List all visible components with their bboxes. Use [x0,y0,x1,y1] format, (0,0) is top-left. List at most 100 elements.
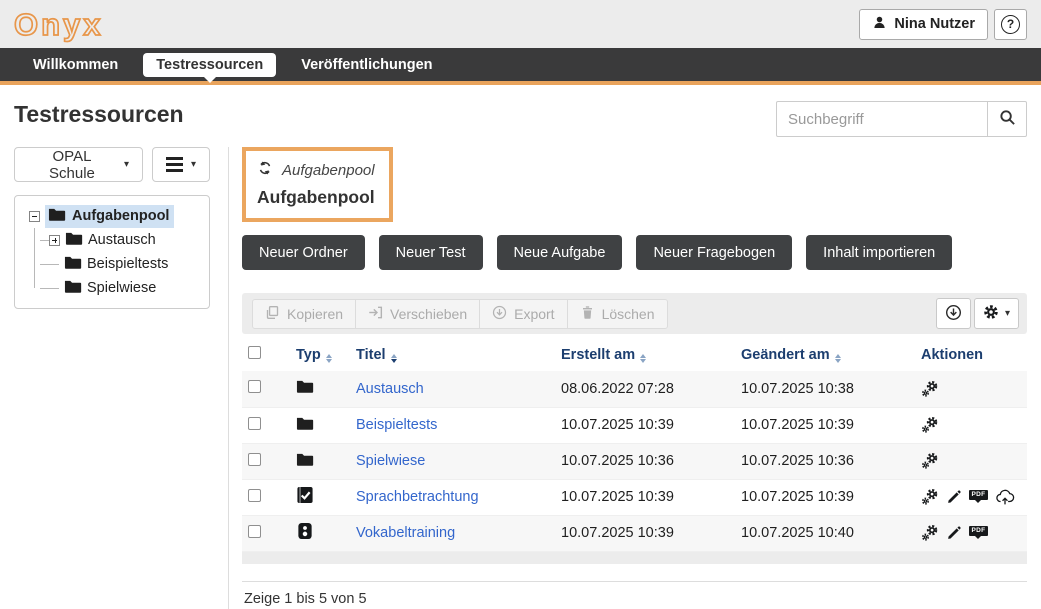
tree-item-austausch[interactable]: Austausch [21,228,203,252]
folder-icon [296,416,314,431]
table-row: Sprachbetrachtung 10.07.2025 10:39 10.07.2… [242,479,1027,515]
search-icon [999,109,1016,129]
resource-link[interactable]: Sprachbetrachtung [356,489,479,505]
folder-icon [296,452,314,467]
tab-testressourcen[interactable]: Testressourcen [143,52,277,83]
gears-icon[interactable] [921,416,939,434]
column-header-geaendert[interactable]: Geändert am [735,336,915,371]
row-checkbox[interactable] [248,488,261,502]
resource-link[interactable]: Vokabeltraining [356,525,456,541]
modified-date: 10.07.2025 10:39 [741,417,854,433]
gears-icon[interactable] [921,488,939,506]
chevron-down-icon: ▾ [190,159,196,170]
delete-label: Löschen [601,305,655,322]
table-scrollbar-track[interactable] [242,551,1027,564]
modified-date: 10.07.2025 10:36 [741,453,854,469]
row-checkbox[interactable] [248,380,261,394]
move-button[interactable]: Verschieben [355,298,481,329]
user-name-label: Nina Nutzer [894,16,975,32]
resource-link[interactable]: Spielwiese [356,453,426,469]
modified-date: 10.07.2025 10:40 [741,525,854,541]
row-checkbox[interactable] [248,452,261,466]
chevron-down-icon: ▾ [123,159,129,170]
tree-item-spielwiese[interactable]: Spielwiese [21,276,203,300]
expand-icon[interactable] [49,234,60,246]
user-menu-button[interactable]: Nina Nutzer [859,8,988,40]
resource-table: Typ Titel Erstellt am Geändert am Aktion… [242,336,1027,552]
modified-date: 10.07.2025 10:38 [741,380,854,397]
pencil-icon[interactable] [946,489,962,505]
tab-veroeffentlichungen[interactable]: Veröffentlichungen [301,56,433,73]
pdf-export-icon[interactable]: PDF [969,489,988,505]
tree-item-label[interactable]: Spielwiese [87,280,157,296]
select-all-checkbox[interactable] [248,346,261,359]
test-icon [296,486,314,504]
table-row: Austausch 08.06.2022 07:28 10.07.2025 10:3… [242,371,1027,407]
table-row: Beispieltests 10.07.2025 10:39 10.07.2025 … [242,407,1027,443]
refresh-icon[interactable] [257,160,273,180]
repository-select[interactable]: OPAL Schule ▾ [14,147,143,182]
tree-item-label[interactable]: Austausch [88,232,156,248]
new-folder-button[interactable]: Neuer Ordner [242,235,365,270]
help-button[interactable]: ? [994,8,1027,40]
created-date: 10.07.2025 10:39 [561,525,674,541]
sort-icon [325,353,332,363]
search-button[interactable] [987,101,1027,137]
row-checkbox[interactable] [248,416,261,430]
folder-icon [296,379,314,394]
sort-icon [834,353,841,363]
new-test-button[interactable]: Neuer Test [378,235,483,270]
gears-icon[interactable] [921,524,939,542]
folder-tree: Aufgabenpool Austausch Beispieltests Spi… [14,195,210,309]
column-header-typ[interactable]: Typ [290,336,350,371]
pencil-icon[interactable] [946,525,962,541]
import-content-button[interactable]: Inhalt importieren [806,235,953,270]
gears-icon[interactable] [921,452,939,470]
tree-item-beispieltests[interactable]: Beispieltests [21,252,203,276]
pdf-export-icon[interactable]: PDF [969,525,988,541]
column-header-titel[interactable]: Titel [350,336,555,371]
folder-icon [64,279,82,298]
created-date: 10.07.2025 10:39 [561,417,674,433]
delete-button[interactable]: Löschen [566,298,668,329]
search-group [776,101,1027,137]
collapse-icon[interactable] [29,210,40,222]
search-input[interactable] [776,101,988,137]
new-questionnaire-button[interactable]: Neuer Fragebogen [636,235,793,270]
copy-icon [265,305,280,323]
export-button[interactable]: Export [479,298,568,329]
resource-link[interactable]: Austausch [356,380,424,397]
copy-button[interactable]: Kopieren [252,298,357,329]
tree-menu-button[interactable]: ▾ [151,147,210,182]
download-icon [945,304,962,324]
row-checkbox[interactable] [248,524,261,538]
person-icon [872,15,887,34]
app-header: Onyx Nina Nutzer ? [0,0,1041,48]
gear-icon [983,304,999,323]
chevron-down-icon: ▾ [1004,308,1010,319]
download-button[interactable] [935,298,971,329]
move-icon [368,305,383,323]
main-content: Aufgabenpool Aufgabenpool Neuer Ordner Ne… [228,147,1027,609]
column-header-erstellt[interactable]: Erstellt am [555,336,735,371]
new-task-button[interactable]: Neue Aufgabe [496,235,623,270]
tree-item-label[interactable]: Beispieltests [87,256,169,272]
cloud-upload-icon[interactable] [995,488,1015,506]
tree-item-aufgabenpool[interactable]: Aufgabenpool [21,204,203,228]
table-row: Vokabeltraining 10.07.2025 10:39 10.07.202… [242,515,1027,551]
tree-item-label[interactable]: Aufgabenpool [72,208,170,224]
export-label: Export [514,305,555,322]
breadcrumb[interactable]: Aufgabenpool [282,161,375,179]
folder-icon [64,255,82,274]
hamburger-icon [165,157,183,172]
move-label: Verschieben [390,305,468,322]
tree-connector [34,228,35,288]
resource-link[interactable]: Beispieltests [356,417,438,433]
created-date: 08.06.2022 07:28 [561,380,674,397]
pagination-summary: Zeige 1 bis 5 von 5 [242,580,1027,609]
export-icon [492,305,507,323]
questionnaire-icon [296,522,314,540]
gears-icon[interactable] [921,380,939,398]
table-settings-button[interactable]: ▾ [973,298,1019,329]
tab-willkommen[interactable]: Willkommen [33,56,119,73]
